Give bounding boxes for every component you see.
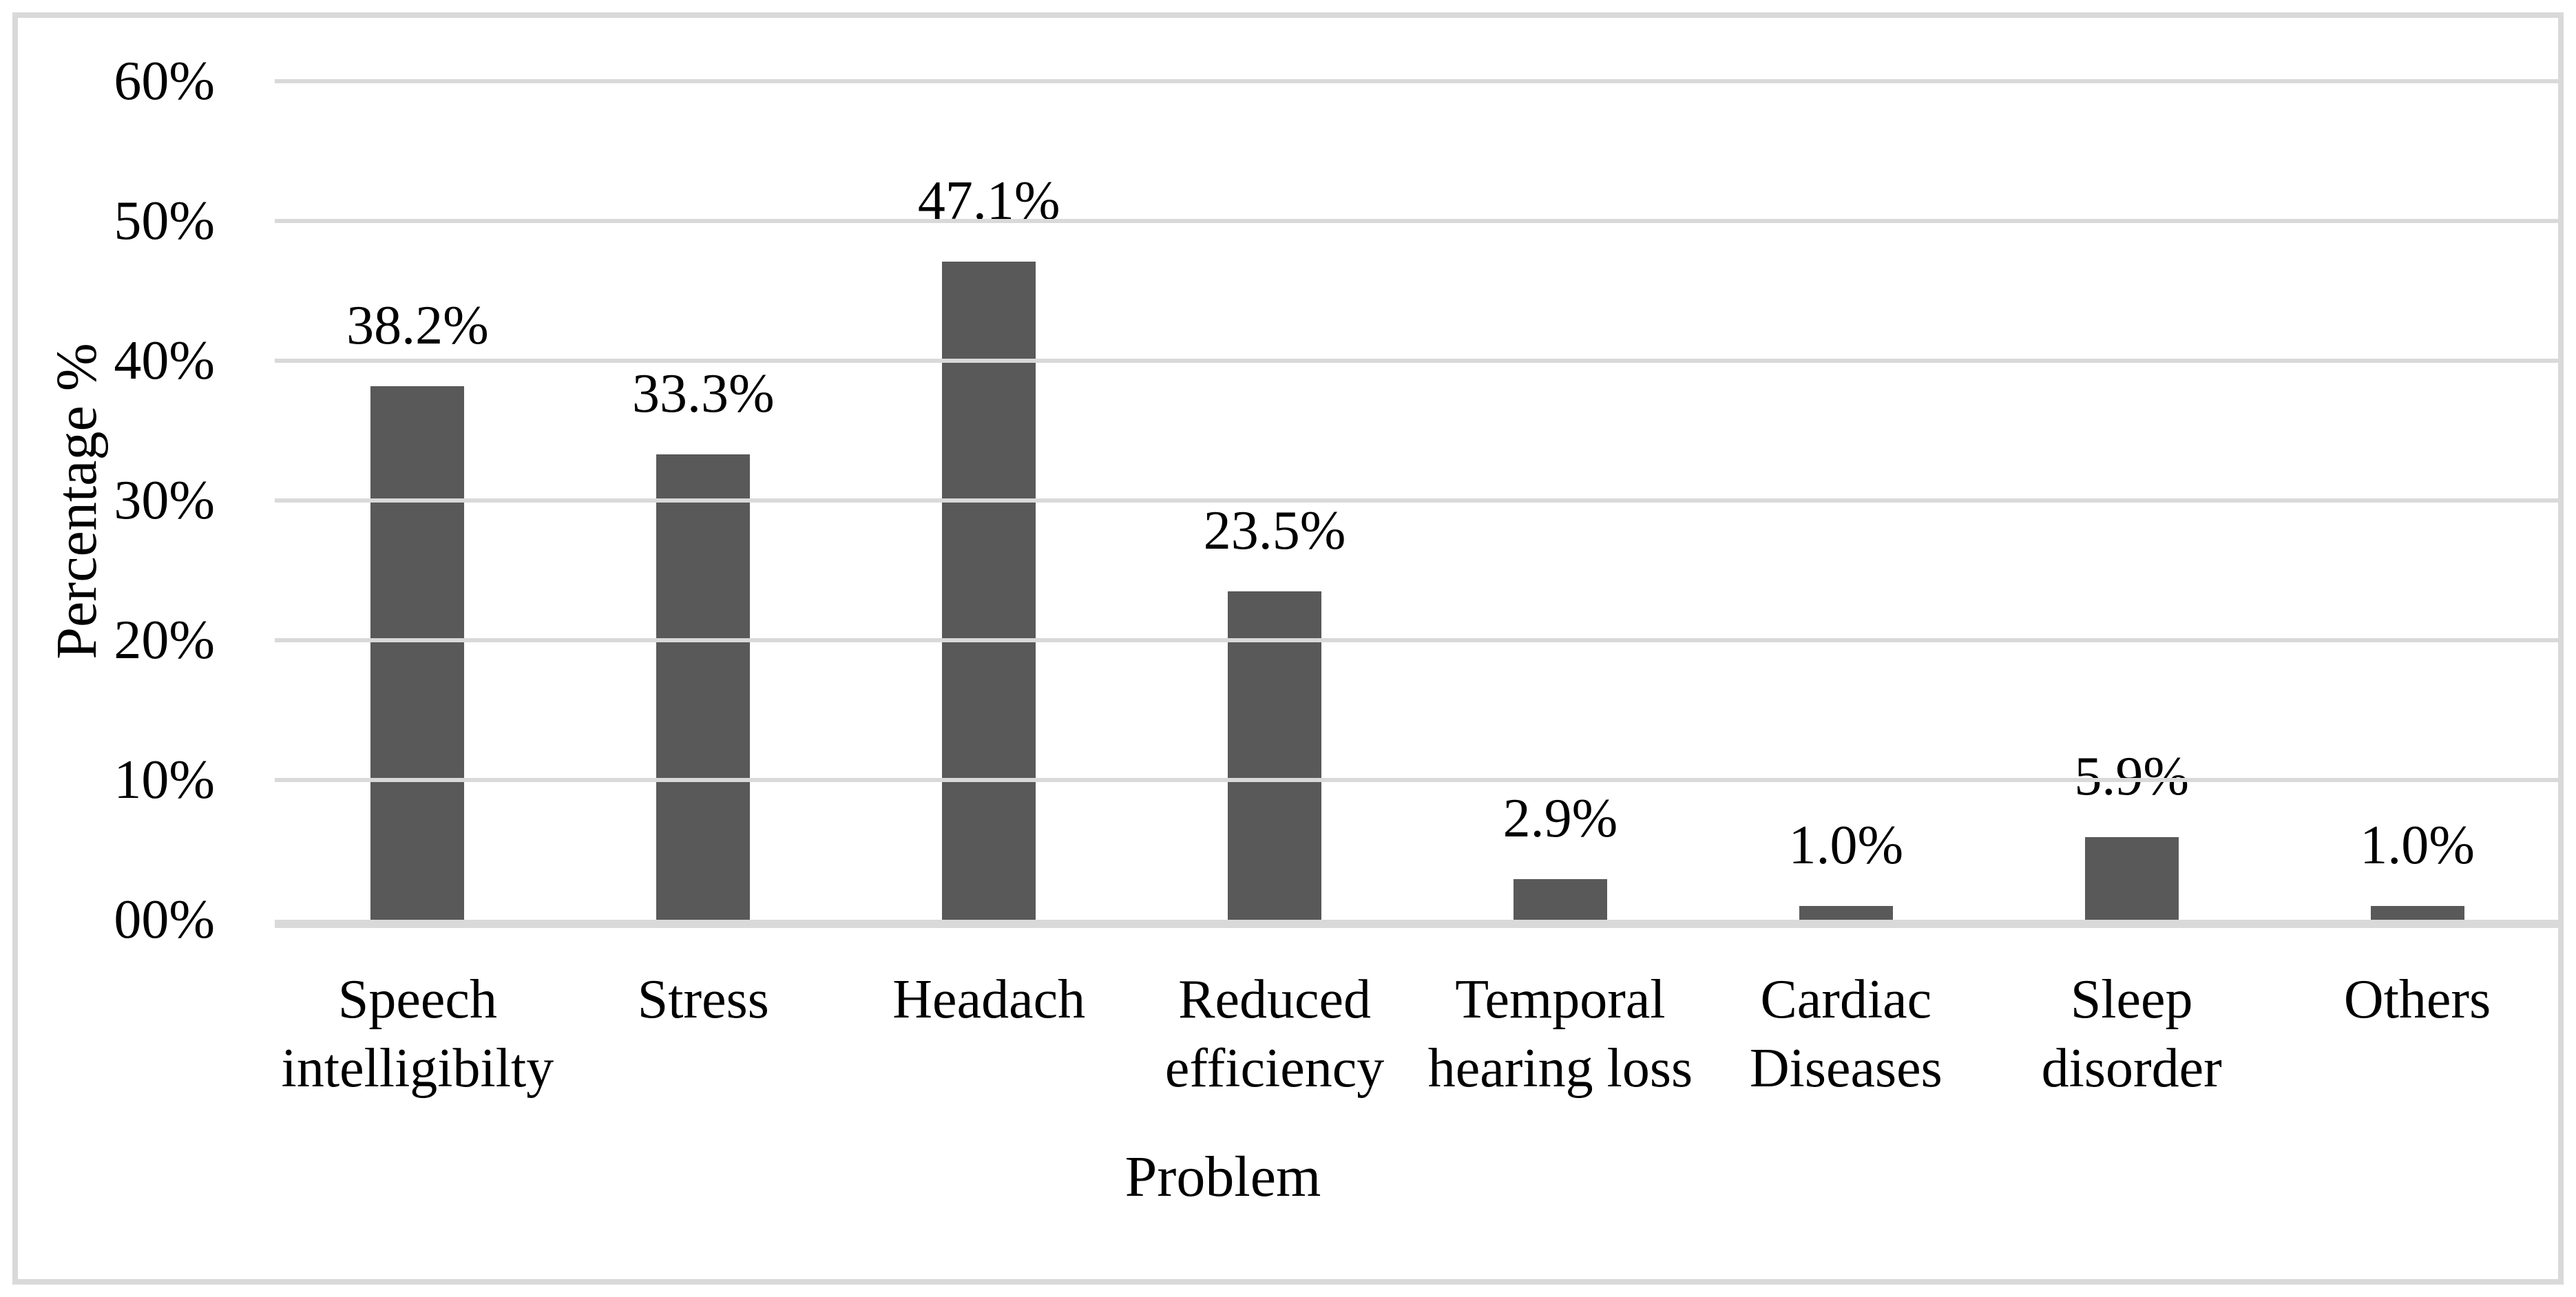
bar-others [2370,905,2464,920]
category-label-line: Cardiac [1760,969,1932,1030]
category-label-line: disorder [2041,1038,2222,1099]
bar-headach [942,261,1036,920]
bar-temporal-hearing-loss [1513,879,1607,920]
category-label-line: Others [2343,969,2491,1030]
category-label-sleep-disorder: Sleep disorder [1989,965,2274,1103]
y-tick-label: 40% [114,330,215,391]
bar-value-label: 33.3% [631,363,775,425]
bar-cardiac-diseases [1799,905,1893,920]
y-tick-label: 30% [114,470,215,531]
category-label-line: Reduced [1178,969,1371,1030]
gridline [275,219,2560,223]
category-label-line: Stress [637,969,769,1030]
bar-value-label: 1.0% [1788,814,1904,876]
category-label-headach: Headach [846,965,1132,1103]
bar-stress [656,454,751,920]
x-axis-title: Problem [1124,1145,1321,1209]
category-label-line: hearing loss [1427,1038,1693,1099]
y-tick-label: 20% [114,610,215,671]
y-tick-label: 50% [114,191,215,251]
category-label-line: intelligibilty [281,1038,554,1099]
bar-slot-stress: 33.3% [561,81,846,920]
category-label-line: efficiency [1164,1038,1385,1099]
y-tick-label: 60% [114,51,215,112]
bar-value-label: 1.0% [2360,814,2475,876]
category-label-line: Temporal [1455,969,1666,1030]
bar-slots: 38.2% 33.3% 47.1% 23.5% 2.9% 1.0% 5.9% 1.0% [275,81,2560,920]
category-label-stress: Stress [561,965,846,1103]
bar-slot-temporal-hearing-loss: 2.9% [1418,81,1704,920]
category-labels: Speech intelligibilty Stress Headach Reduced… [275,965,2560,1103]
plot-area: 38.2% 33.3% 47.1% 23.5% 2.9% 1.0% 5.9% 1.0% [275,79,2560,928]
bar-slot-speech-intelligibilty: 38.2% [275,81,561,920]
category-label-line: Diseases [1749,1038,1943,1099]
category-label-line: Headach [892,969,1086,1030]
category-label-line: Speech [337,969,497,1030]
category-label-reduced-efficiency: Reduced efficiency [1132,965,1418,1103]
bar-value-label: 38.2% [346,295,489,356]
bar-speech-intelligibilty [370,386,465,920]
y-tick-label: 10% [114,750,215,810]
bar-slot-others: 1.0% [2274,81,2560,920]
category-label-others: Others [2274,965,2560,1103]
bar-sleep-disorder [2084,837,2179,920]
gridline [275,778,2560,782]
bar-value-label: 5.9% [2074,746,2189,808]
y-tick-label: 00% [114,889,215,950]
gridline [275,498,2560,503]
bar-value-label: 2.9% [1502,788,1618,850]
category-label-cardiac-diseases: Cardiac Diseases [1703,965,1989,1103]
gridline [275,359,2560,363]
bar-slot-reduced-efficiency: 23.5% [1132,81,1418,920]
category-label-temporal-hearing-loss: Temporal hearing loss [1418,965,1704,1103]
gridline [275,79,2560,83]
bar-slot-sleep-disorder: 5.9% [1989,81,2274,920]
bar-slot-cardiac-diseases: 1.0% [1703,81,1989,920]
gridline [275,638,2560,642]
category-label-speech-intelligibilty: Speech intelligibilty [275,965,561,1103]
bar-value-label: 23.5% [1203,500,1346,561]
category-label-line: Sleep [2070,969,2193,1030]
bar-reduced-efficiency [1228,591,1322,920]
